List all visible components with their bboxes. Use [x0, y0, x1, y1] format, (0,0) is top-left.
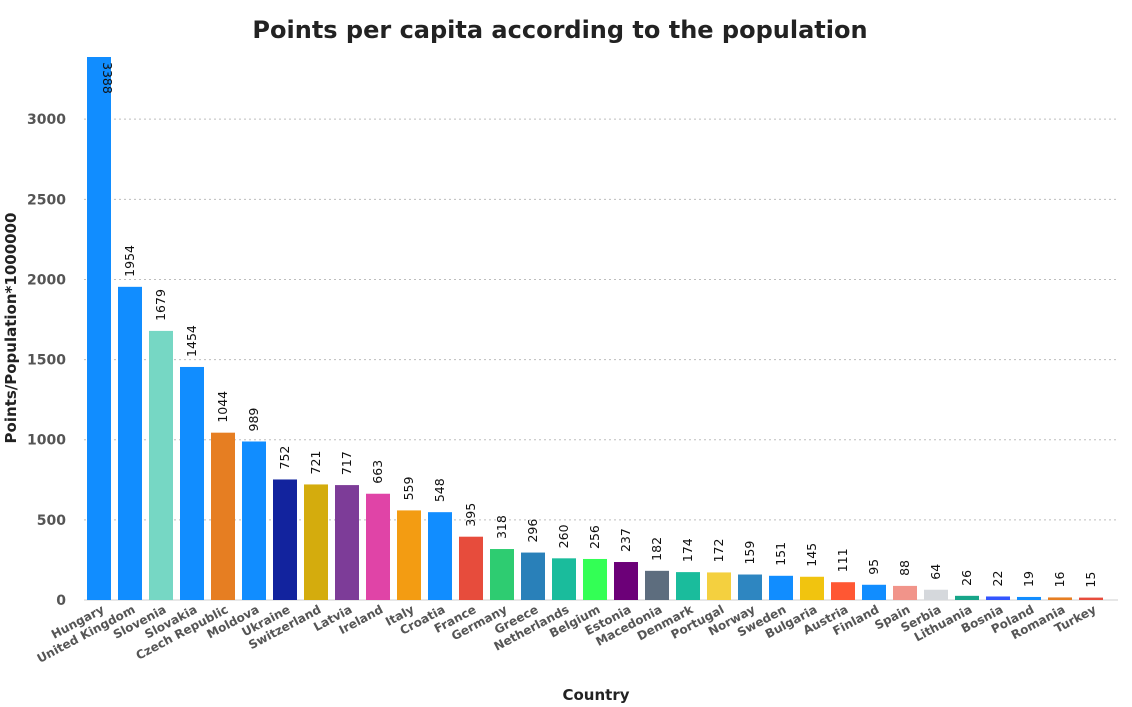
bar[interactable]: [459, 536, 483, 600]
bar[interactable]: [118, 286, 142, 600]
y-tick-label: 1000: [27, 433, 66, 449]
data-labels: 3388 1954 1679 1454 1044 989 752 721 717 663 559 54…: [100, 62, 1098, 588]
bar[interactable]: [676, 572, 700, 600]
data-label: 721: [308, 451, 323, 475]
bar[interactable]: [986, 596, 1010, 600]
bar[interactable]: [335, 485, 359, 600]
bar[interactable]: [242, 441, 266, 600]
data-label: 174: [680, 538, 695, 562]
bar[interactable]: [769, 575, 793, 600]
bar[interactable]: [614, 562, 638, 600]
data-label: 989: [246, 408, 261, 432]
bar[interactable]: [893, 585, 917, 600]
data-label: 663: [370, 460, 385, 484]
bar[interactable]: [707, 572, 731, 600]
bar[interactable]: [87, 57, 111, 600]
data-label: 237: [618, 528, 633, 552]
bar[interactable]: [211, 432, 235, 600]
data-label: 1044: [215, 391, 230, 423]
y-tick-label: 1500: [27, 353, 66, 369]
data-label: 16: [1052, 571, 1067, 587]
y-tick-label: 3000: [27, 112, 66, 128]
y-tick-label: 500: [37, 513, 66, 529]
bar[interactable]: [490, 549, 514, 600]
bar[interactable]: [180, 366, 204, 600]
y-tick-label: 2000: [27, 272, 66, 288]
bar[interactable]: [304, 484, 328, 600]
bar[interactable]: [521, 552, 545, 600]
bar[interactable]: [955, 595, 979, 600]
data-label: 548: [432, 478, 447, 502]
bars: [87, 57, 1103, 600]
chart-title: Points per capita according to the popul…: [252, 16, 867, 44]
data-label: 296: [525, 519, 540, 543]
y-axis-title: Points/Population*1000000: [2, 213, 20, 444]
bar[interactable]: [924, 589, 948, 600]
data-label: 145: [804, 543, 819, 567]
y-tick-label: 0: [56, 593, 66, 609]
data-label: 3388: [100, 62, 115, 94]
bar[interactable]: [366, 493, 390, 600]
data-label: 395: [463, 503, 478, 527]
data-label: 172: [711, 539, 726, 563]
data-label: 111: [835, 548, 850, 572]
bar[interactable]: [149, 330, 173, 600]
data-label: 752: [277, 446, 292, 470]
bar[interactable]: [645, 570, 669, 600]
data-label: 88: [897, 560, 912, 576]
data-label: 256: [587, 525, 602, 549]
bar[interactable]: [1079, 597, 1103, 600]
data-label: 15: [1083, 572, 1098, 588]
data-label: 318: [494, 515, 509, 539]
bar[interactable]: [800, 576, 824, 600]
bar[interactable]: [397, 510, 421, 600]
data-label: 22: [990, 571, 1005, 587]
data-label: 260: [556, 524, 571, 548]
data-label: 26: [959, 570, 974, 586]
data-label: 1954: [122, 245, 137, 277]
bar[interactable]: [552, 558, 576, 600]
data-label: 1454: [184, 325, 199, 357]
bar[interactable]: [738, 574, 762, 600]
bar[interactable]: [831, 582, 855, 600]
data-label: 64: [928, 564, 943, 580]
data-label: 1679: [153, 289, 168, 321]
y-axis-ticks: 0 500 1000 1500 2000 2500 3000: [27, 112, 66, 609]
bar[interactable]: [1017, 596, 1041, 600]
y-tick-label: 2500: [27, 192, 66, 208]
bar[interactable]: [583, 558, 607, 600]
data-label: 151: [773, 542, 788, 566]
data-label: 19: [1021, 571, 1036, 587]
data-label: 182: [649, 537, 664, 561]
bar[interactable]: [428, 512, 452, 600]
data-label: 159: [742, 541, 757, 565]
data-label: 559: [401, 477, 416, 501]
data-label: 717: [339, 451, 354, 475]
data-label: 95: [866, 559, 881, 575]
bar[interactable]: [1048, 597, 1072, 600]
x-axis-title: Country: [562, 686, 629, 704]
bar[interactable]: [862, 584, 886, 600]
bar[interactable]: [273, 479, 297, 600]
